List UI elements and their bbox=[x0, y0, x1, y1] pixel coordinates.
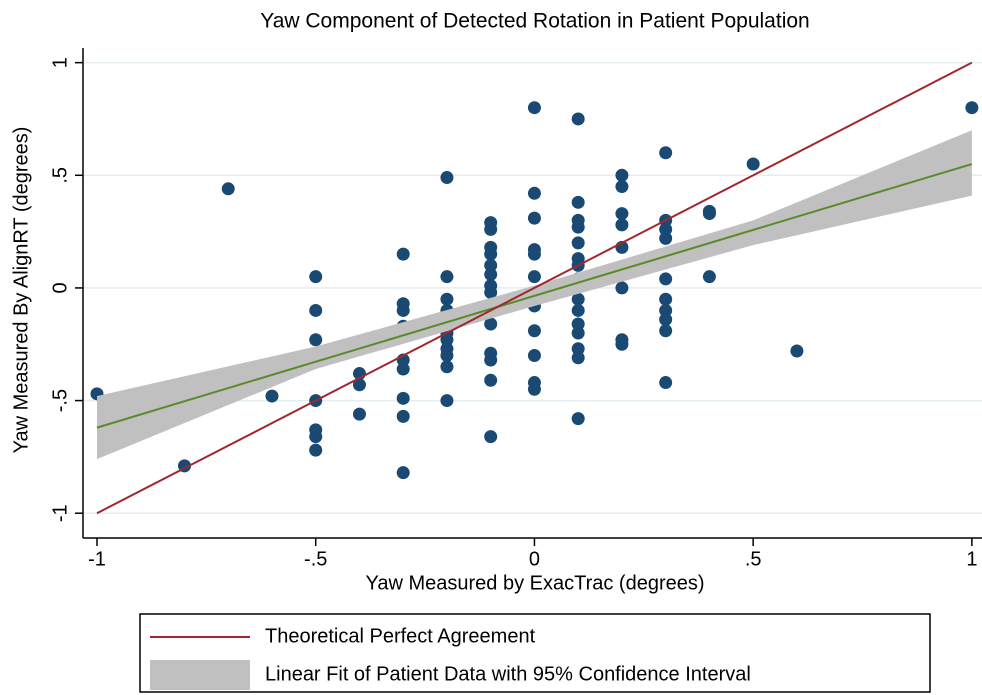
legend-box bbox=[139, 613, 931, 693]
point bbox=[659, 312, 673, 326]
point bbox=[440, 360, 454, 374]
point bbox=[440, 349, 454, 363]
confidence-band bbox=[96, 130, 972, 460]
point bbox=[571, 303, 585, 317]
point bbox=[571, 412, 585, 426]
point bbox=[440, 270, 454, 284]
point bbox=[484, 373, 498, 387]
point bbox=[527, 270, 541, 284]
point bbox=[484, 267, 498, 281]
point bbox=[440, 292, 454, 306]
point bbox=[396, 303, 410, 317]
point bbox=[527, 247, 541, 261]
point bbox=[309, 333, 323, 347]
point bbox=[396, 362, 410, 376]
point bbox=[309, 443, 323, 457]
point bbox=[615, 337, 629, 351]
point bbox=[615, 207, 629, 221]
point bbox=[571, 342, 585, 356]
point bbox=[440, 394, 454, 408]
point bbox=[396, 391, 410, 405]
point bbox=[309, 270, 323, 284]
point bbox=[527, 324, 541, 338]
point bbox=[790, 344, 804, 358]
x-tick-label: .5 bbox=[745, 548, 762, 570]
point bbox=[527, 211, 541, 225]
x-axis-label: Yaw Measured by ExacTrac (degrees) bbox=[365, 572, 704, 594]
x-tick-label: 0 bbox=[529, 548, 540, 570]
line bbox=[96, 61, 973, 515]
point bbox=[571, 292, 585, 306]
point bbox=[571, 236, 585, 250]
point bbox=[527, 101, 541, 115]
legend-label: Linear Fit of Patient Data with 95% Conf… bbox=[265, 663, 751, 685]
point bbox=[309, 430, 323, 444]
point bbox=[659, 146, 673, 160]
point bbox=[571, 195, 585, 209]
point bbox=[571, 351, 585, 365]
point bbox=[659, 272, 673, 286]
x-tick-label: -.5 bbox=[304, 548, 327, 570]
point bbox=[484, 247, 498, 261]
point bbox=[571, 317, 585, 331]
point bbox=[440, 171, 454, 185]
chart-title: Yaw Component of Detected Rotation in Pa… bbox=[260, 10, 809, 33]
line bbox=[96, 163, 973, 429]
point bbox=[615, 180, 629, 194]
point bbox=[484, 285, 498, 299]
point bbox=[615, 281, 629, 295]
y-tick-label: 0 bbox=[49, 282, 71, 293]
y-axis-label: Yaw Measured By AlignRT (degrees) bbox=[10, 127, 32, 454]
point bbox=[746, 157, 760, 171]
legend-swatch bbox=[150, 660, 250, 690]
point bbox=[571, 326, 585, 340]
point bbox=[571, 112, 585, 126]
point bbox=[484, 222, 498, 236]
y-tick-label: 1 bbox=[49, 57, 71, 68]
point bbox=[352, 407, 366, 421]
legend-label: Theoretical Perfect Agreement bbox=[265, 625, 536, 647]
point bbox=[702, 270, 716, 284]
point bbox=[659, 292, 673, 306]
point bbox=[484, 258, 498, 272]
point bbox=[571, 220, 585, 234]
point bbox=[615, 218, 629, 232]
x-tick-label: 1 bbox=[966, 548, 977, 570]
point bbox=[659, 231, 673, 245]
point bbox=[659, 324, 673, 338]
x-tick-label: -1 bbox=[88, 548, 106, 570]
y-tick-label: .5 bbox=[49, 167, 71, 184]
point bbox=[659, 376, 673, 390]
point bbox=[659, 303, 673, 317]
point bbox=[396, 247, 410, 261]
point bbox=[615, 168, 629, 182]
point bbox=[702, 207, 716, 221]
point bbox=[965, 101, 979, 115]
point bbox=[221, 182, 235, 196]
point bbox=[484, 430, 498, 444]
point bbox=[440, 333, 454, 347]
point bbox=[309, 303, 323, 317]
point bbox=[527, 186, 541, 200]
point bbox=[352, 378, 366, 392]
point bbox=[484, 317, 498, 331]
point bbox=[527, 382, 541, 396]
point bbox=[527, 349, 541, 363]
y-tick-label: -.5 bbox=[49, 389, 71, 412]
point bbox=[659, 222, 673, 236]
point bbox=[484, 353, 498, 367]
point bbox=[265, 389, 279, 403]
point bbox=[396, 466, 410, 480]
y-tick-label: -1 bbox=[49, 504, 71, 522]
point bbox=[396, 409, 410, 423]
